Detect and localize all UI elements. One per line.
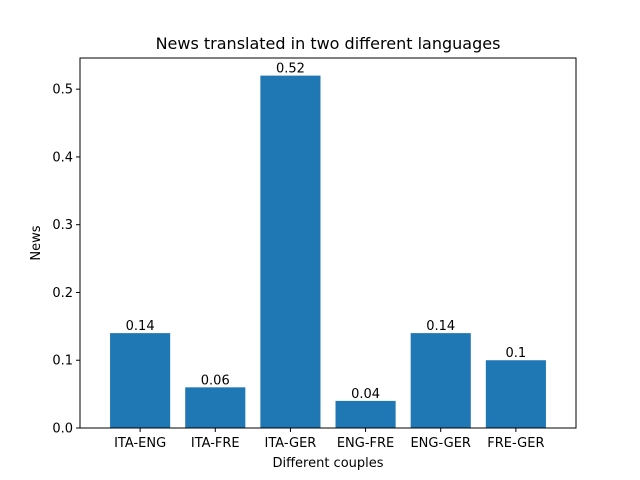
x-tick-label-ita-ger: ITA-GER	[264, 436, 316, 451]
y-tick-label: 0.4	[52, 150, 73, 165]
y-tick-label: 0.0	[52, 422, 73, 437]
bar-fre-ger	[485, 360, 546, 428]
x-tick-label-fre-ger: FRE-GER	[487, 436, 544, 451]
x-tick-label-eng-fre: ENG-FRE	[337, 436, 394, 451]
x-tick-label-ita-fre: ITA-FRE	[191, 436, 240, 451]
x-tick-label-eng-ger: ENG-GER	[410, 436, 471, 451]
y-tick-label: 0.2	[52, 286, 73, 301]
data-label-eng-fre: 0.04	[351, 387, 380, 402]
bars-group	[110, 75, 546, 428]
plot-frame	[79, 57, 577, 429]
bar-eng-fre	[335, 400, 396, 428]
data-label-ita-fre: 0.06	[201, 373, 230, 388]
x-axis-ticks: ITA-ENG ITA-FRE ITA-GER ENG-FRE ENG-GER FRE-G…	[114, 428, 544, 451]
y-tick-label: 0.1	[52, 354, 73, 369]
x-tick-label-ita-eng: ITA-ENG	[114, 436, 166, 451]
data-label-fre-ger: 0.1	[506, 346, 527, 361]
bar-ita-eng	[110, 333, 171, 428]
bar-ita-ger	[260, 75, 321, 428]
x-axis-label: Different couples	[272, 456, 383, 471]
bar-ita-fre	[185, 387, 246, 428]
data-labels-group: 0.14 0.06 0.52 0.04 0.14 0.1	[126, 62, 527, 402]
y-tick-label: 0.5	[52, 83, 73, 98]
chart-title: News translated in two different languag…	[156, 34, 501, 53]
y-tick-label: 0.3	[52, 218, 73, 233]
data-label-ita-ger: 0.52	[276, 62, 305, 77]
data-label-eng-ger: 0.14	[426, 319, 455, 334]
y-axis-ticks: 0.0 0.1 0.2 0.3 0.4 0.5	[52, 83, 80, 437]
data-label-ita-eng: 0.14	[126, 319, 155, 334]
bar-eng-ger	[410, 333, 471, 428]
y-axis-label: News	[29, 225, 44, 260]
